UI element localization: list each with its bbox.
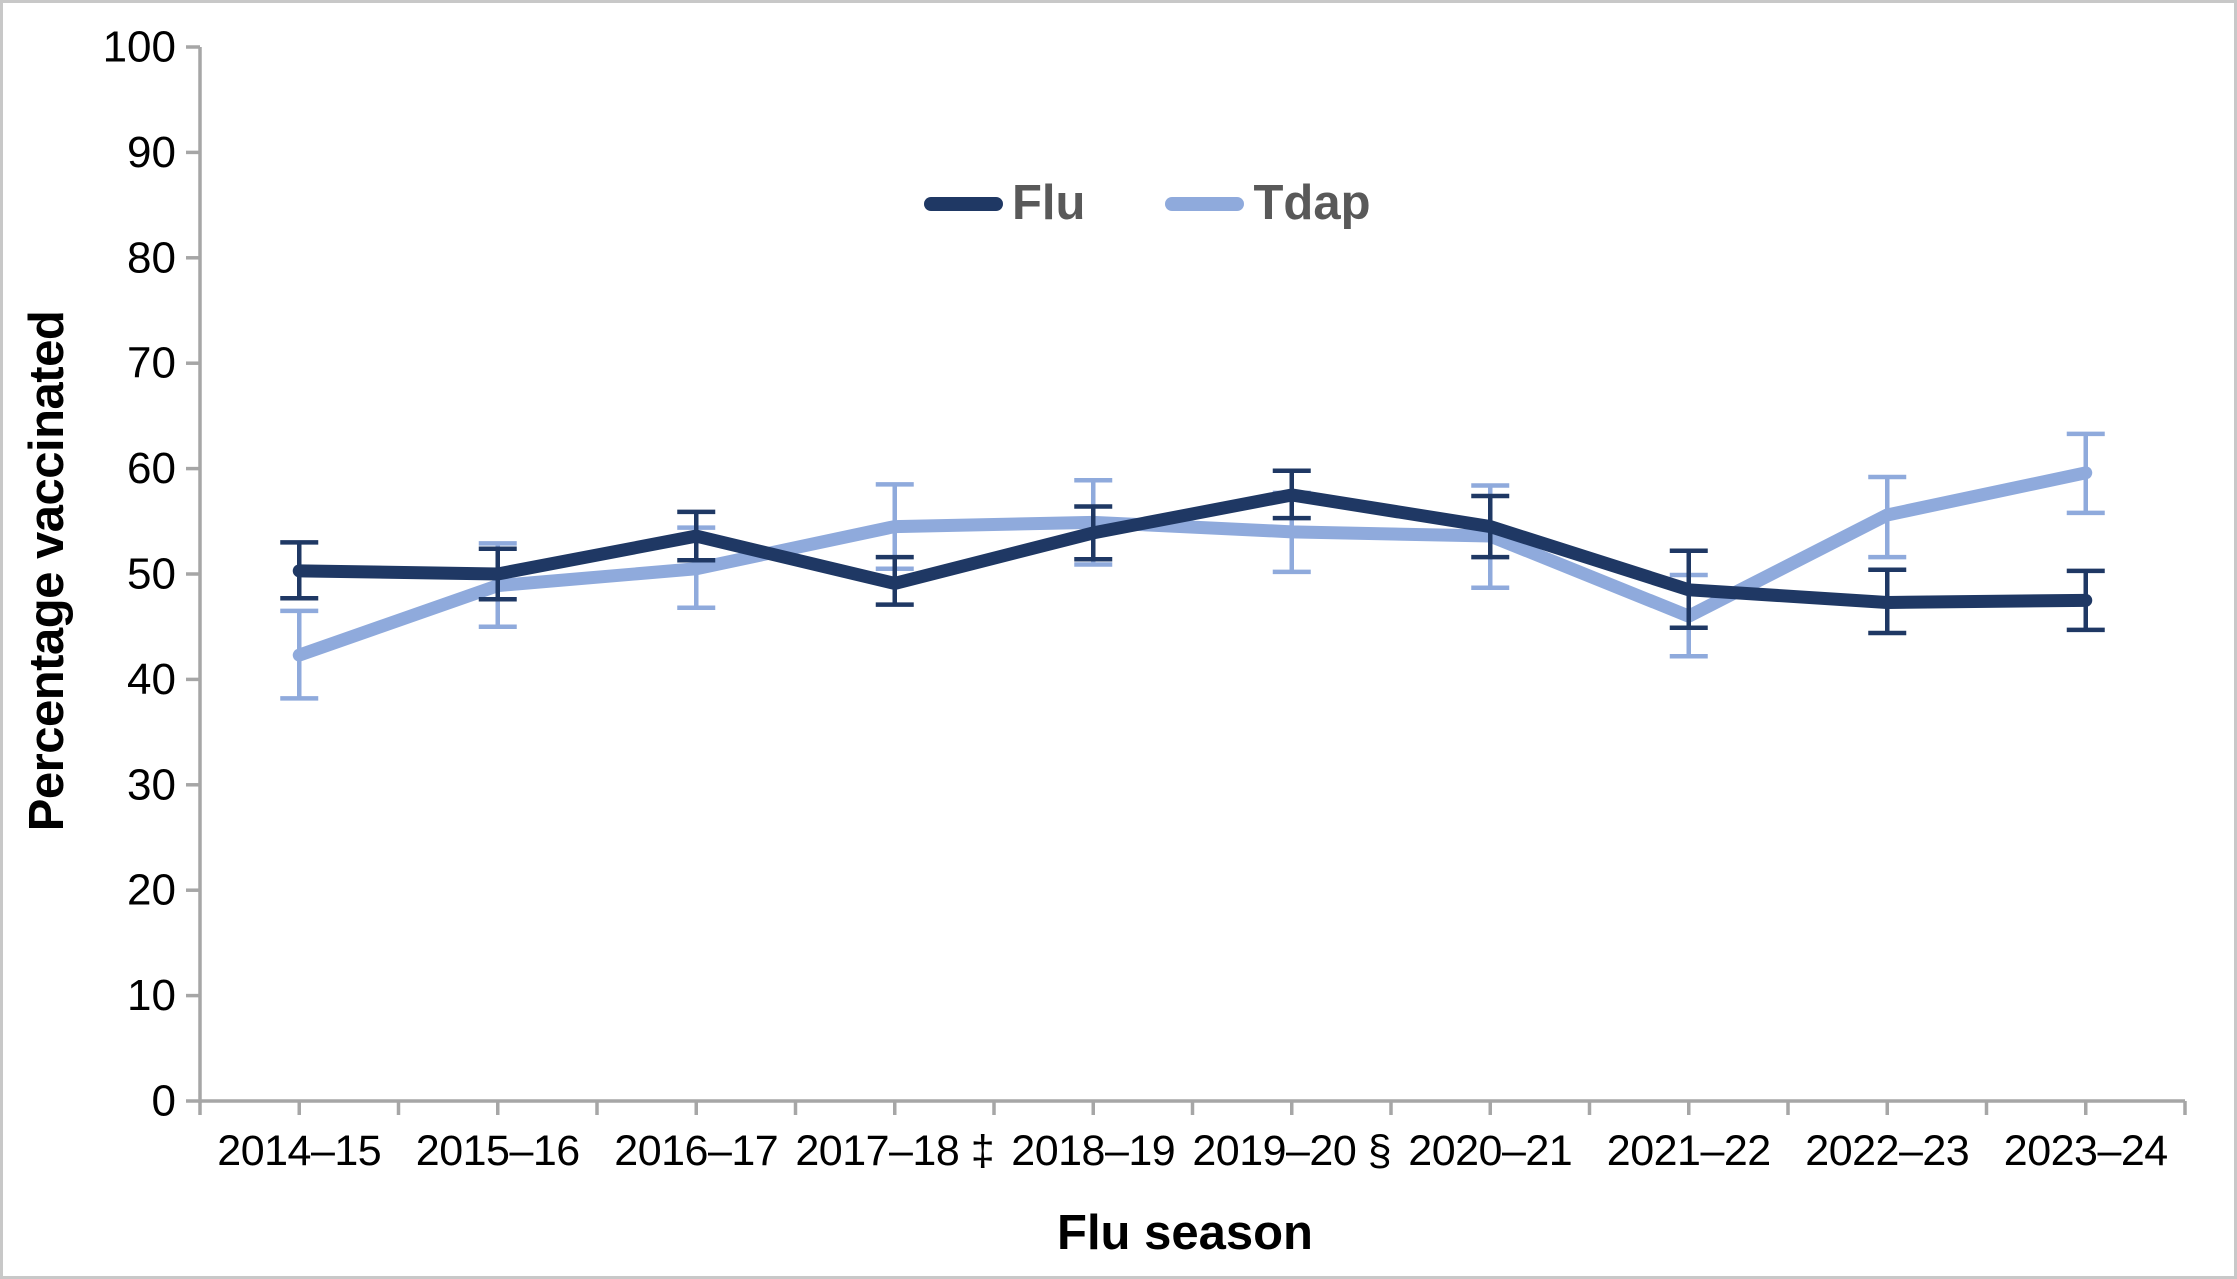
y-tick-label: 70 (127, 339, 176, 388)
y-tick-label: 20 (127, 866, 176, 915)
legend-label-flu: Flu (1012, 176, 1086, 230)
x-tick-labels: 2014–15 2015–16 2016–17 2017–18 ‡ 2018–19 201… (217, 1127, 2168, 1175)
x-tick-label: 2018–19 (1011, 1127, 1175, 1175)
x-tick-label: 2016–17 (614, 1127, 778, 1175)
tdap-line (292, 466, 2093, 662)
x-tick-label: 2020–21 (1408, 1127, 1572, 1175)
y-tick-label: 10 (127, 971, 176, 1020)
chart-canvas: 0 10 20 30 40 50 60 70 80 90 100 2014–15 2015–16 2016… (103, 23, 2187, 1175)
x-tick-label: 2023–24 (2004, 1127, 2168, 1175)
y-axis-title: Percentage vaccinated (20, 310, 74, 832)
flu-line (292, 488, 2093, 609)
x-tick-label: 2014–15 (217, 1127, 381, 1175)
tdap-line-swatch (1165, 196, 1245, 211)
y-tick-label: 30 (127, 760, 176, 809)
chart-legend: Flu Tdap (924, 179, 1371, 228)
y-tick-label: 80 (127, 233, 176, 282)
x-tick-label: 2015–16 (416, 1127, 580, 1175)
flu-error-bars (280, 468, 2105, 636)
x-tick-label: 2022–23 (1805, 1127, 1969, 1175)
x-tick-label: 2021–22 (1607, 1127, 1771, 1175)
y-tick-label: 50 (127, 550, 176, 599)
y-tick-label: 100 (103, 23, 176, 72)
legend-item-tdap: Tdap (1165, 176, 1371, 230)
y-tick-label: 40 (127, 655, 176, 704)
y-tick-label: 60 (127, 444, 176, 493)
legend-label-tdap: Tdap (1253, 176, 1371, 230)
y-tick-labels: 0 10 20 30 40 50 60 70 80 90 100 (103, 23, 176, 1126)
legend-item-flu: Flu (924, 179, 1085, 228)
y-tick-label: 0 (152, 1077, 176, 1126)
x-tick-label: 2017–18 ‡ (795, 1127, 994, 1175)
axes (186, 45, 2187, 1115)
flu-line-swatch (924, 196, 1003, 211)
x-axis-title: Flu season (1057, 1206, 1313, 1260)
y-tick-label: 90 (127, 128, 176, 177)
x-tick-label: 2019–20 § (1192, 1127, 1391, 1175)
